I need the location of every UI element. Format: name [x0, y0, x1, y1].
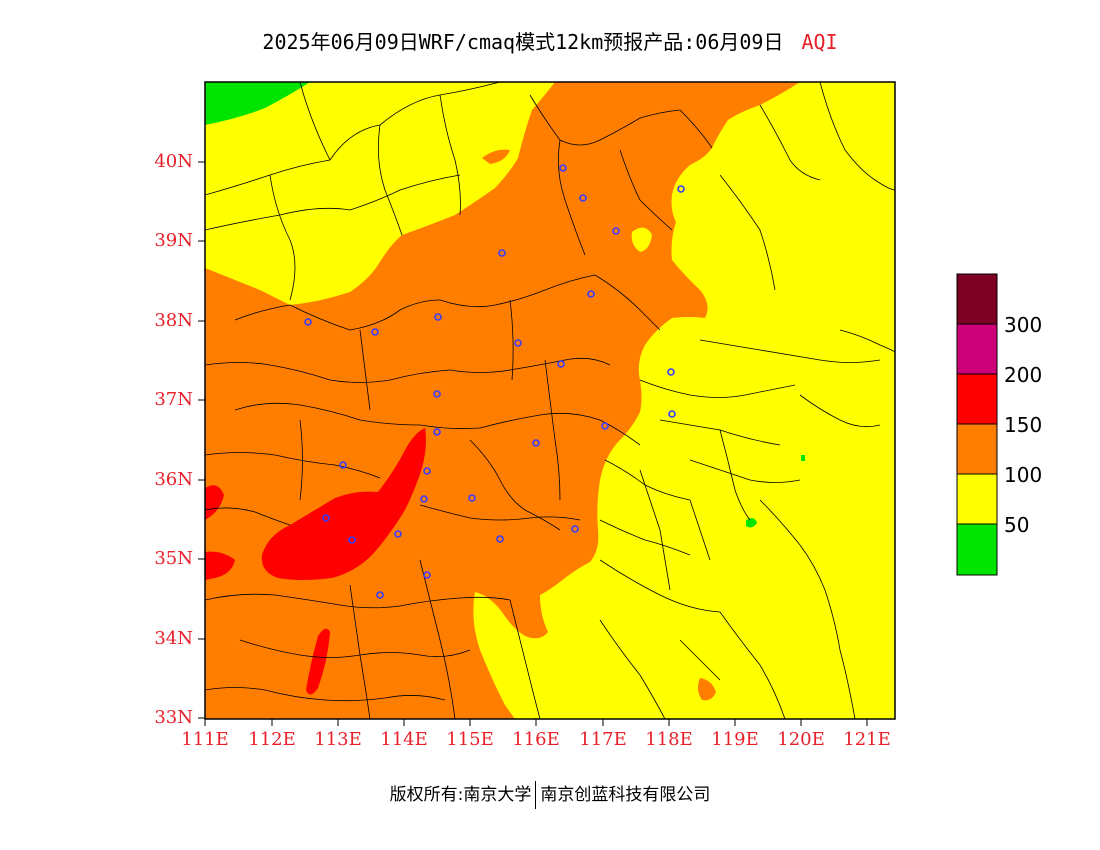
lat-label-39n: 39N — [154, 230, 193, 251]
station-marker — [423, 467, 431, 475]
station-marker — [579, 194, 587, 202]
station-marker — [322, 514, 330, 522]
station-marker — [514, 339, 522, 347]
aqi-unhealthy-region — [306, 628, 330, 695]
aqi-moderate-pocket — [631, 227, 652, 252]
aqi-unhealthy-region — [261, 428, 426, 580]
legend-swatch-moderate — [957, 474, 997, 524]
station-marker — [434, 313, 442, 321]
administrative-borders — [205, 82, 895, 719]
legend-swatch-hazardous — [957, 274, 997, 324]
station-marker — [371, 328, 379, 336]
copyright-company: 南京创蓝科技有限公司 — [540, 785, 711, 805]
map-title: 2025年06月09日WRF/cmaq模式12km预报产品:06月09日 AQI — [0, 26, 1100, 55]
legend-label-100: 100 — [1004, 463, 1043, 487]
aqi-unhealthy-sensitive-spot — [482, 149, 510, 164]
legend-swatch-unhealthy-sensitive — [957, 424, 997, 474]
monitoring-stations — [304, 164, 685, 599]
lat-label-38n: 38N — [154, 310, 193, 331]
lon-label-116e: 116E — [512, 729, 560, 750]
map-plot-area — [205, 82, 895, 719]
station-marker — [423, 571, 431, 579]
aqi-legend-bar — [956, 273, 998, 576]
lon-label-117e: 117E — [579, 729, 627, 750]
station-marker — [498, 249, 506, 257]
lat-label-35n: 35N — [154, 548, 193, 569]
legend-label-150: 150 — [1004, 413, 1043, 437]
lon-label-115e: 115E — [446, 729, 494, 750]
lon-label-120e: 120E — [777, 729, 825, 750]
aqi-unhealthy-sensitive-spot — [697, 678, 716, 701]
station-marker — [433, 390, 441, 398]
lon-label-114e: 114E — [380, 729, 428, 750]
station-marker — [667, 368, 675, 376]
footer-separator — [535, 781, 537, 809]
lon-label-121e: 121E — [843, 729, 891, 750]
title-tag: AQI — [801, 30, 838, 54]
station-marker — [668, 410, 676, 418]
station-marker — [468, 494, 476, 502]
lon-label-118e: 118E — [645, 729, 693, 750]
station-marker — [348, 536, 356, 544]
aqi-good-spot — [801, 455, 805, 461]
lat-label-33n: 33N — [154, 707, 193, 728]
station-marker — [339, 461, 347, 469]
station-marker — [376, 591, 384, 599]
lon-label-111e: 111E — [181, 729, 229, 750]
station-marker — [587, 290, 595, 298]
station-marker — [304, 318, 312, 326]
lat-label-40n: 40N — [154, 151, 193, 172]
station-marker — [496, 535, 504, 543]
aqi-unhealthy-region — [205, 551, 235, 580]
legend-label-50: 50 — [1004, 513, 1030, 537]
lat-label-34n: 34N — [154, 628, 193, 649]
axis-ticks — [198, 161, 868, 726]
lon-label-119e: 119E — [711, 729, 759, 750]
station-marker — [394, 530, 402, 538]
station-marker — [601, 422, 609, 430]
copyright-owner: 版权所有:南京大学 — [389, 785, 532, 805]
station-marker — [433, 428, 441, 436]
title-text: 2025年06月09日WRF/cmaq模式12km预报产品:06月09日 — [262, 30, 784, 54]
copyright-footer: 版权所有:南京大学 南京创蓝科技有限公司 — [0, 780, 1100, 809]
legend-swatch-very-unhealthy — [957, 324, 997, 374]
station-marker — [559, 164, 567, 172]
station-marker — [571, 525, 579, 533]
station-marker — [677, 185, 685, 193]
aqi-good-region — [205, 82, 310, 125]
lon-label-112e: 112E — [248, 729, 296, 750]
legend-swatch-good — [957, 524, 997, 575]
station-marker — [532, 439, 540, 447]
aqi-good-spot — [746, 518, 757, 528]
station-marker — [420, 495, 428, 503]
station-marker — [557, 360, 565, 368]
legend-label-300: 300 — [1004, 313, 1043, 337]
aqi-unhealthy-region — [205, 485, 224, 520]
station-marker — [612, 227, 620, 235]
legend-swatch-unhealthy — [957, 374, 997, 424]
lat-label-36n: 36N — [154, 469, 193, 490]
lat-label-37n: 37N — [154, 389, 193, 410]
legend-label-200: 200 — [1004, 363, 1043, 387]
lon-label-113e: 113E — [314, 729, 362, 750]
